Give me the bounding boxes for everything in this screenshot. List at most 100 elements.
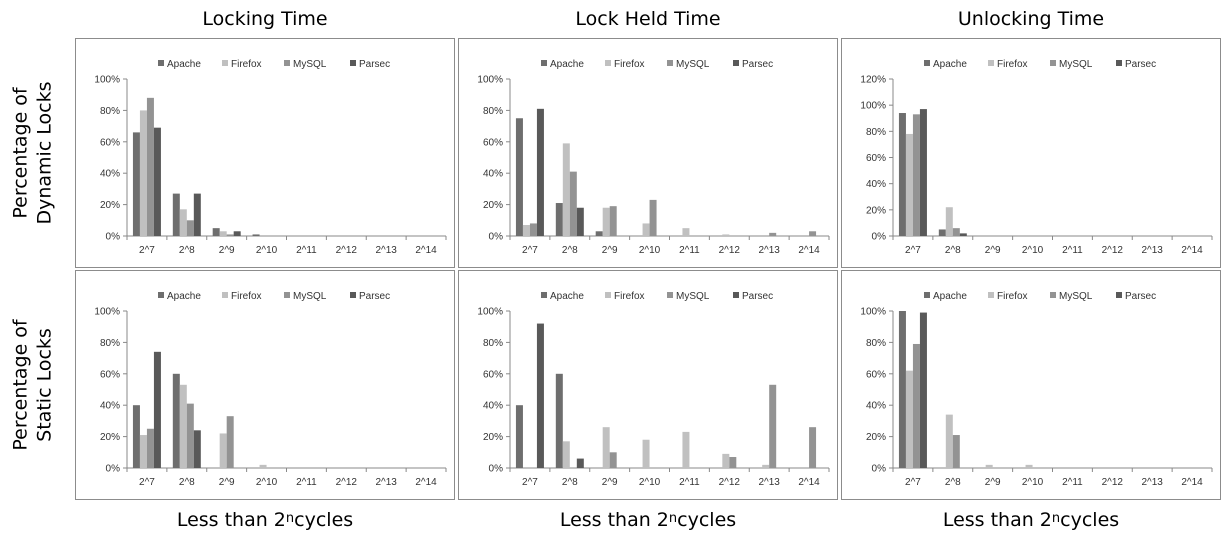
x-tick-label: 2^11: [1062, 245, 1083, 256]
legend-label: MySQL: [1059, 291, 1093, 302]
y-tick-label: 100%: [860, 101, 886, 112]
bar-firefox: [642, 439, 650, 468]
legend-swatch: [284, 292, 290, 298]
bar-parsec: [959, 233, 967, 236]
legend-label: Parsec: [1125, 291, 1156, 302]
legend-swatch: [988, 292, 994, 298]
x-tick-label: 2^8: [179, 477, 195, 488]
bar-apache: [172, 373, 180, 468]
legend-label: Apache: [167, 59, 201, 70]
legend-label: Firefox: [997, 291, 1028, 302]
y-tick-label: 60%: [100, 369, 120, 380]
chart-panel-static-held: Apache Firefox MySQL Parsec 0% 20% 40% 60% 80% 10…: [458, 270, 838, 500]
bar-firefox: [179, 384, 187, 468]
y-tick-label: 20%: [866, 432, 886, 443]
legend-label: Parsec: [359, 291, 390, 302]
x-tick-label: 2^7: [522, 477, 538, 488]
x-axis-label-superscript: n: [285, 511, 295, 526]
legend-label: Apache: [550, 59, 584, 70]
x-tick-label: 2^13: [1141, 245, 1163, 256]
legend-label: Parsec: [742, 59, 773, 70]
x-tick-label: 2^13: [375, 245, 397, 256]
x-tick-label: 2^10: [1022, 245, 1044, 256]
chart-panel-static-locking: Apache Firefox MySQL Parsec 0% 20% 40% 60% 80% 10…: [75, 270, 455, 500]
legend-label: MySQL: [293, 291, 327, 302]
bar-mysql: [609, 452, 617, 468]
y-tick-label: 40%: [100, 169, 120, 180]
x-tick-label: 2^11: [679, 245, 700, 256]
legend-label: Firefox: [231, 59, 262, 70]
legend-swatch: [605, 292, 611, 298]
x-tick-label: 2^8: [945, 477, 961, 488]
y-tick-label: 0%: [872, 232, 887, 243]
legend-label: Firefox: [997, 59, 1028, 70]
legend-swatch: [222, 292, 228, 298]
bar-firefox: [762, 464, 770, 468]
bar-firefox: [259, 464, 267, 468]
y-tick-label: 80%: [100, 338, 120, 349]
bar-firefox: [985, 464, 993, 468]
x-tick-label: 2^9: [985, 477, 1001, 488]
legend-swatch: [1050, 292, 1056, 298]
y-tick-label: 100%: [94, 307, 120, 318]
y-tick-label: 100%: [477, 307, 503, 318]
x-tick-label: 2^9: [985, 245, 1001, 256]
bar-firefox: [562, 441, 570, 468]
chart-static-locking: Apache Firefox MySQL Parsec 0% 20% 40% 60% 80% 10…: [94, 291, 447, 488]
bar-mysql: [146, 97, 154, 236]
x-tick-label: 2^11: [296, 477, 317, 488]
bar-parsec: [536, 323, 544, 468]
x-tick-label: 2^10: [256, 477, 278, 488]
bar-firefox: [522, 225, 530, 236]
bar-apache: [898, 113, 906, 236]
bar-mysql: [186, 403, 194, 468]
x-tick-label: 2^8: [562, 477, 578, 488]
y-tick-label: 0%: [106, 464, 121, 475]
bar-firefox: [682, 228, 690, 236]
bar-apache: [555, 203, 563, 236]
bar-apache: [132, 132, 140, 236]
row-label-dynamic: Percentage of Dynamic Locks: [0, 38, 66, 268]
legend-label: Firefox: [231, 291, 262, 302]
legend-label: Apache: [933, 291, 967, 302]
chart-panel-dynamic-locking: Apache Firefox MySQL Parsec 0% 20% 40% 60% 80% 10…: [75, 38, 455, 268]
bar-mysql: [769, 232, 777, 236]
legend-swatch: [667, 292, 673, 298]
bar-firefox: [905, 370, 913, 468]
legend-swatch: [222, 60, 228, 66]
bar-mysql: [226, 416, 234, 468]
x-axis-label-prefix: Less than 2: [942, 509, 1052, 531]
bar-mysql: [912, 343, 920, 468]
y-tick-label: 0%: [489, 464, 504, 475]
y-tick-label: 20%: [866, 205, 886, 216]
legend-label: Parsec: [742, 291, 773, 302]
bar-firefox: [722, 453, 730, 468]
y-tick-label: 40%: [483, 169, 503, 180]
bar-firefox: [722, 234, 730, 236]
x-tick-label: 2^12: [1102, 245, 1124, 256]
x-tick-label: 2^9: [219, 477, 235, 488]
x-tick-label: 2^10: [1022, 477, 1044, 488]
x-tick-label: 2^10: [639, 245, 661, 256]
bar-parsec: [153, 351, 161, 468]
legend-swatch: [541, 60, 547, 66]
y-tick-label: 80%: [100, 106, 120, 117]
bar-mysql: [226, 234, 234, 236]
x-tick-label: 2^8: [562, 245, 578, 256]
y-tick-label: 0%: [872, 464, 887, 475]
x-tick-label: 2^12: [719, 245, 741, 256]
legend-swatch: [988, 60, 994, 66]
bar-mysql: [809, 231, 817, 236]
y-tick-label: 40%: [866, 179, 886, 190]
y-tick-label: 20%: [483, 432, 503, 443]
legend-label: MySQL: [676, 59, 710, 70]
chart-dynamic-held: Apache Firefox MySQL Parsec 0% 20% 40% 60% 80% 10…: [477, 59, 830, 256]
column-title-lock-held: Lock Held Time: [575, 8, 721, 30]
bar-mysql: [569, 171, 577, 236]
x-tick-label: 2^13: [758, 477, 780, 488]
legend-swatch: [158, 292, 164, 298]
x-axis-label: Less than 2ncycles: [75, 509, 455, 531]
bar-parsec: [919, 312, 927, 468]
y-tick-label: 60%: [866, 153, 886, 164]
x-tick-label: 2^9: [602, 477, 618, 488]
